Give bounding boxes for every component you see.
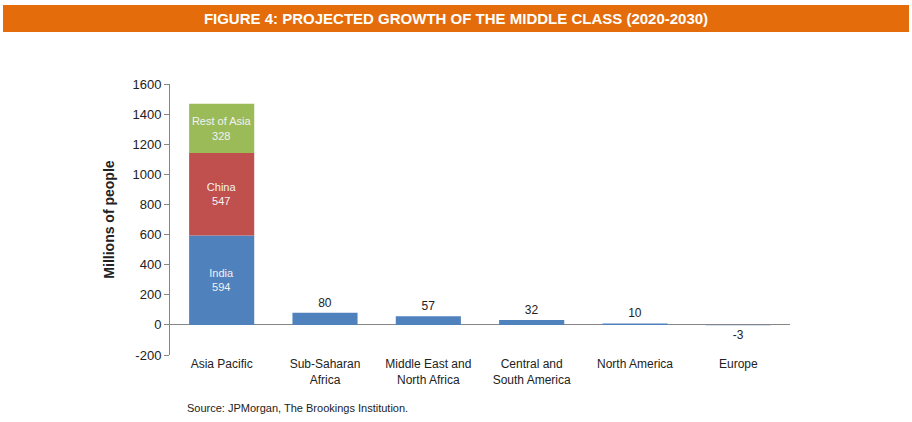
- svg-text:1200: 1200: [132, 137, 161, 152]
- svg-text:Source: JPMorgan, The Brooking: Source: JPMorgan, The Brookings Institut…: [187, 402, 408, 414]
- svg-text:-200: -200: [135, 348, 161, 363]
- svg-text:200: 200: [140, 287, 162, 302]
- svg-text:-3: -3: [733, 328, 744, 342]
- svg-text:1600: 1600: [132, 77, 161, 92]
- svg-text:Millions of people: Millions of people: [101, 160, 117, 278]
- svg-text:800: 800: [140, 197, 162, 212]
- svg-text:Central andSouth America: Central andSouth America: [493, 357, 571, 387]
- svg-text:600: 600: [140, 227, 162, 242]
- svg-text:FIGURE 4: PROJECTED GROWTH OF: FIGURE 4: PROJECTED GROWTH OF THE MIDDLE…: [204, 10, 708, 27]
- svg-text:1000: 1000: [132, 167, 161, 182]
- svg-text:Rest of Asia328: Rest of Asia328: [192, 115, 252, 141]
- svg-text:China547: China547: [207, 181, 237, 207]
- svg-text:Europe: Europe: [719, 357, 758, 371]
- svg-text:80: 80: [318, 296, 332, 310]
- svg-text:Middle East andNorth Africa: Middle East andNorth Africa: [385, 357, 471, 387]
- svg-text:Asia Pacific: Asia Pacific: [191, 357, 253, 371]
- svg-text:400: 400: [140, 257, 162, 272]
- svg-text:32: 32: [525, 303, 539, 317]
- svg-text:1400: 1400: [132, 107, 161, 122]
- svg-text:10: 10: [628, 306, 642, 320]
- svg-text:India594: India594: [209, 267, 234, 293]
- svg-text:North America: North America: [597, 357, 673, 371]
- svg-text:0: 0: [154, 317, 161, 332]
- svg-text:Sub-SaharanAfrica: Sub-SaharanAfrica: [290, 357, 361, 387]
- svg-text:57: 57: [421, 299, 435, 313]
